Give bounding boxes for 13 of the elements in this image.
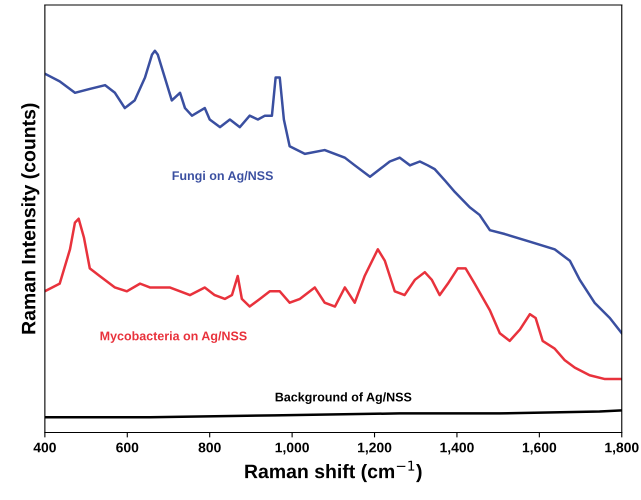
x-tick-label: 1,400: [440, 442, 474, 454]
x-tick-label: 1,200: [358, 442, 392, 454]
x-tick-label: 1,600: [522, 442, 556, 454]
x-tick-label: 1,800: [605, 442, 639, 454]
x-tick-label: 1,000: [276, 442, 309, 454]
text: Fungi on Ag/NSS: [172, 170, 273, 183]
x-axis-title: Raman shift (cm$^{−1}$): [245, 460, 422, 482]
x-tick-label: 800: [198, 442, 221, 452]
y-axis-title: Raman Intensity (counts): [21, 104, 40, 334]
series-label: Background of Ag/NSS: [276, 392, 412, 404]
x-tick-label: 600: [116, 442, 138, 452]
series-label: Mycobacteria on Ag/NSS: [100, 331, 247, 343]
x-tick-label: 400: [33, 442, 56, 452]
